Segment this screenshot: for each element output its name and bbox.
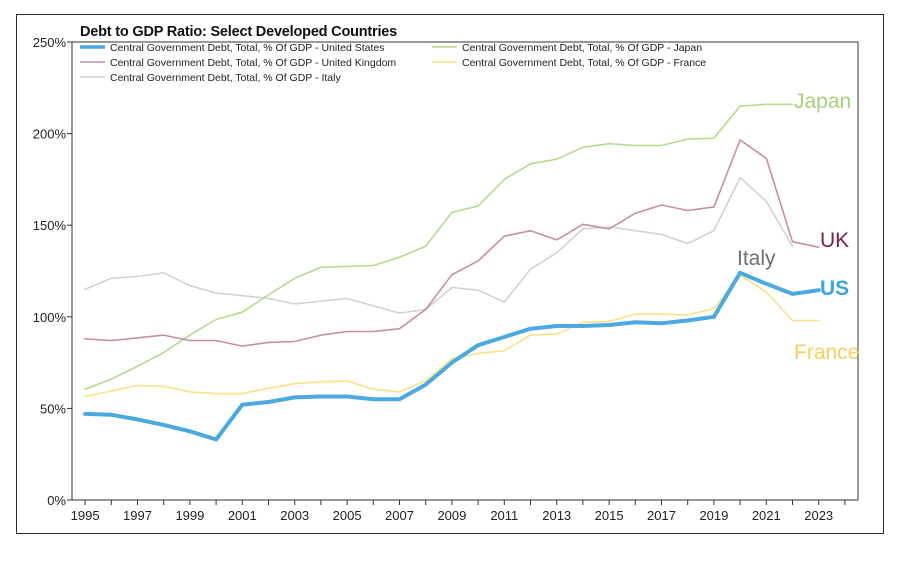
- legend-entry-uk: Central Government Debt, Total, % Of GDP…: [110, 57, 396, 69]
- y-tick-label: 250%: [33, 35, 67, 50]
- x-tick-label: 2017: [647, 508, 676, 523]
- legend-entry-italy: Central Government Debt, Total, % Of GDP…: [110, 72, 341, 84]
- x-tick-label: 2015: [595, 508, 624, 523]
- legend: Central Government Debt, Total, % Of GDP…: [80, 42, 706, 84]
- series-label-italy: Italy: [737, 247, 776, 270]
- y-tick-label: 0%: [47, 493, 66, 508]
- x-tick-label: 2011: [490, 508, 518, 523]
- plot-area-border: [71, 41, 859, 501]
- x-tick-label: 2013: [542, 508, 571, 523]
- x-tick-label: 2007: [385, 508, 414, 523]
- y-tick-label: 200%: [33, 127, 67, 142]
- y-tick-label: 100%: [33, 310, 67, 325]
- legend-entry-japan: Central Government Debt, Total, % Of GDP…: [462, 42, 702, 54]
- x-tick-label: 2023: [804, 508, 833, 523]
- legend-entry-us: Central Government Debt, Total, % Of GDP…: [110, 42, 384, 54]
- x-tick-label: 2001: [228, 508, 257, 523]
- series-line-japan: [84, 103, 794, 390]
- series-label-japan: Japan: [794, 90, 851, 113]
- axes: 0% 50% 100% 150% 200% 250% 1995 1997 1999 2001 200…: [33, 35, 859, 523]
- x-tick-label: 2005: [333, 508, 362, 523]
- legend-entry-france: Central Government Debt, Total, % Of GDP…: [462, 57, 706, 69]
- series-line-us: [83, 270, 821, 442]
- series-line-france: [84, 273, 820, 398]
- series-line-italy: [84, 176, 794, 314]
- x-tick-label: 1995: [71, 508, 100, 523]
- x-tick-label: 1999: [175, 508, 204, 523]
- x-tick-label: 2009: [437, 508, 466, 523]
- y-tick-label: 150%: [33, 218, 67, 233]
- x-tick-label: 2019: [699, 508, 728, 523]
- series-line-uk: [84, 139, 820, 347]
- series-label-us: US: [820, 277, 849, 300]
- series-label-france: France: [794, 341, 859, 364]
- chart-title: Debt to GDP Ratio: Select Developed Coun…: [80, 24, 398, 40]
- x-tick-label: 2021: [752, 508, 781, 523]
- series-lines: [83, 103, 821, 442]
- y-tick-label: 50%: [40, 401, 66, 416]
- x-tick-label: 1997: [123, 508, 152, 523]
- country-labels: US Japan UK France Italy: [737, 90, 859, 364]
- x-tick-label: 2003: [280, 508, 309, 523]
- series-label-uk: UK: [820, 229, 849, 252]
